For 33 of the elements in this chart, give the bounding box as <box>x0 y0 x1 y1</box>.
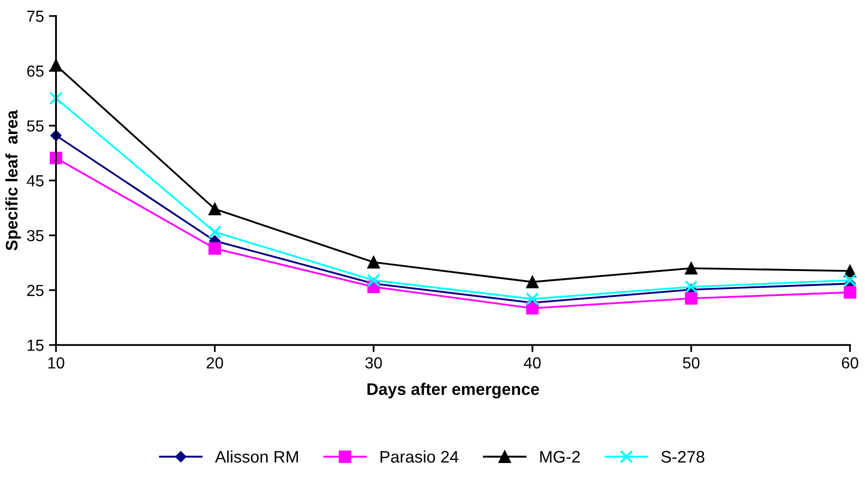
point <box>844 286 856 299</box>
y-tick-label: 25 <box>27 284 44 296</box>
y-tick-label: 35 <box>27 230 44 242</box>
y-tick-label: 45 <box>26 175 44 186</box>
x-tick-label: 10 <box>48 357 64 369</box>
point <box>684 292 698 305</box>
x-tick-label: 30 <box>365 357 382 369</box>
x-axis-title: Days after emergence <box>368 382 540 398</box>
point <box>208 202 222 216</box>
point <box>367 256 380 268</box>
point <box>526 292 539 306</box>
point <box>208 225 222 239</box>
legend-label: S-278 <box>661 450 704 463</box>
y-tick-label: 75 <box>27 10 44 22</box>
x-tick-label: 60 <box>842 357 858 369</box>
x-tick-label: 40 <box>524 357 541 369</box>
legend-label: Parasio 24 <box>380 450 458 463</box>
y-axis-title: Specific leaf area <box>5 110 21 250</box>
point <box>208 242 222 255</box>
point <box>367 274 380 287</box>
x-tick-label: 20 <box>206 357 224 369</box>
point <box>526 276 539 288</box>
y-tick-label: 65 <box>27 65 44 77</box>
x-tick-label: 50 <box>682 357 700 369</box>
point <box>684 280 698 294</box>
point <box>49 92 63 105</box>
y-tick-label: 55 <box>27 120 44 132</box>
legend-label: Alisson RM <box>214 450 298 463</box>
point <box>684 262 698 274</box>
y-tick-label: 15 <box>28 340 44 351</box>
legend-label: MG-2 <box>540 450 580 463</box>
point <box>526 302 539 315</box>
point <box>843 274 857 287</box>
